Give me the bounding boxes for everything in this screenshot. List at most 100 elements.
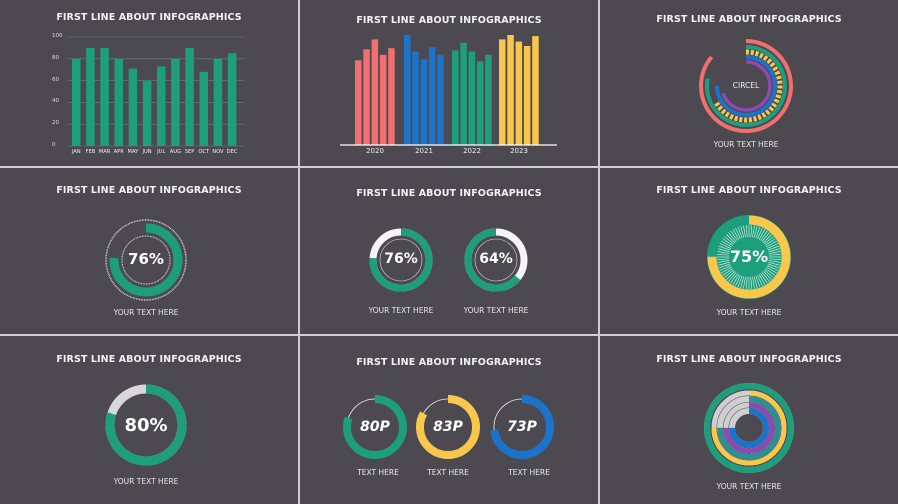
stripe [728,232,737,242]
panel-yearly-bar-chart: FIRST LINE ABOUT INFOGRAPHICS 2020 2021 20… [300,0,598,166]
stripe [719,265,732,271]
bar-feb [86,47,95,146]
stripe [762,270,772,280]
stripe [728,272,737,282]
stripe [717,260,730,263]
donut-chart [105,219,187,301]
x-tick-label: SEP [184,149,195,155]
bar-2020 [371,39,379,145]
progress-arc [105,384,187,466]
stripe [758,229,766,240]
stripe [743,276,746,289]
stripe [732,274,740,285]
ring-arc [729,408,769,448]
bar-apr [114,58,123,146]
panel-title: FIRST LINE ABOUT INFOGRAPHICS [656,185,842,196]
percent-value: 64% [479,251,513,267]
concentric-ring-chart [704,383,794,473]
stripe [722,268,733,276]
bar-nov [213,58,223,146]
stripe [718,261,730,266]
caption: TEXT HERE [508,468,550,477]
bar-2023 [532,36,539,145]
stripe [726,234,736,244]
yearly-bar-chart [340,35,557,146]
caption: YOUR TEXT HERE [463,306,529,315]
progress-arc [464,228,528,292]
y-tick-label: 60 [52,76,59,83]
stripe [768,260,781,263]
stripe [730,230,738,241]
percent-value: 76% [384,251,418,267]
bar-2021 [412,51,419,145]
radial-stripes [717,225,781,289]
stripe [724,269,734,278]
ring-arc [717,396,781,460]
x-tick-label: APR [113,149,124,155]
stripe [760,273,768,284]
panel-title: FIRST LINE ABOUT INFOGRAPHICS [56,185,242,196]
inner-ring [474,238,518,282]
progress-arc [109,223,183,297]
ring-arc [704,383,794,473]
stripe [750,225,753,238]
bar-dec [227,53,237,146]
stripe [735,274,741,287]
caption: YOUR TEXT HERE [113,308,179,317]
stripe [721,240,732,248]
y-tick-label: 40 [52,98,59,105]
stripe [718,248,730,253]
panel-title: FIRST LINE ABOUT INFOGRAPHICS [56,12,242,23]
stripe [717,258,730,261]
stripe [764,269,774,278]
bar-2022 [485,54,492,145]
percent-value: 75% [729,247,769,266]
x-tick-label: NOV [212,149,224,155]
stripe [767,263,780,269]
panel-donut-76: FIRST LINE ABOUT INFOGRAPHICS 76% YOUR T… [0,168,298,334]
x-tick-label: 2020 [366,147,384,155]
ring-arc [723,402,775,454]
stripe [755,275,761,288]
donut-chart [707,215,791,299]
dotted-inner-ring [121,235,171,285]
ring-arc [711,390,787,466]
stripe [732,229,740,240]
ring-coral [699,39,793,133]
stripe [740,226,745,238]
stripe [750,276,753,289]
percent-value: 80% [124,415,168,436]
stripe [757,227,763,240]
stripe [726,270,736,280]
bar-sep [185,47,194,146]
panel-title: FIRST LINE ABOUT INFOGRAPHICS [656,354,842,365]
panel-title: FIRST LINE ABOUT INFOGRAPHICS [356,188,542,199]
inner-ring [379,238,423,282]
stripe [766,240,777,248]
caption: YOUR TEXT HERE [113,477,179,486]
x-tick-label: DEC [226,149,238,155]
ring-yellow-dashed [709,49,783,123]
points-value: 73P [507,419,537,435]
bar-jun [142,80,152,146]
stripe [740,276,745,288]
bar-2023 [523,46,531,145]
stripe [768,253,781,256]
x-tick-label: JUL [157,149,166,155]
stripe [768,248,780,253]
bar-2021 [428,47,436,145]
stripe [743,225,746,238]
stripe [735,227,741,240]
stripe [766,243,779,249]
donut-pair [369,228,528,292]
stripe [753,276,758,288]
progress-arc [343,395,407,459]
x-tick-label: MAR [98,149,111,155]
stripe [745,276,748,289]
stripe [765,268,776,276]
stripe [766,265,779,271]
bar-2020 [363,49,370,145]
donut-center [729,237,769,277]
x-tick-label: 2021 [415,147,433,155]
stripe [764,236,774,245]
